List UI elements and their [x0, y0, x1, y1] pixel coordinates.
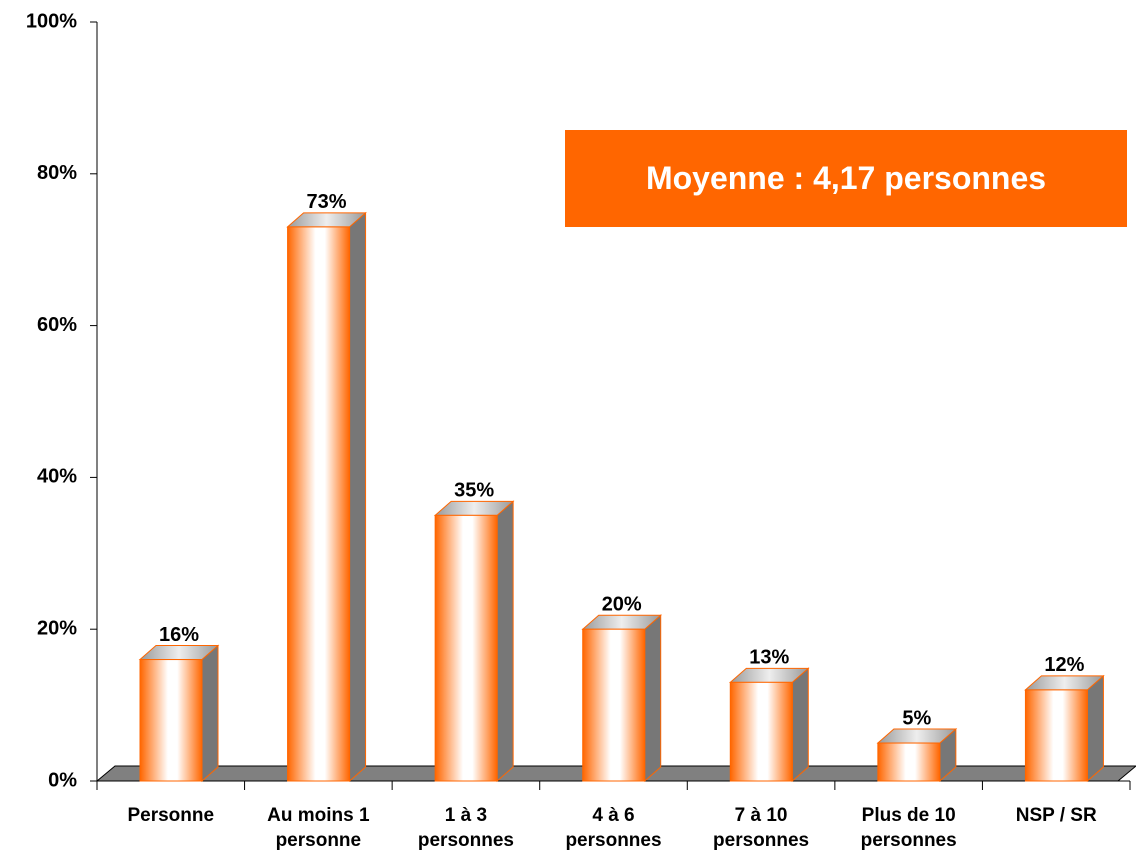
x-tick-label: 4 à 6 personnes	[565, 805, 662, 851]
bar-front	[1024, 689, 1088, 782]
bar-side	[644, 614, 662, 783]
y-tick-label: 100%	[26, 10, 77, 32]
bar-front	[729, 681, 793, 782]
value-label: 5%	[902, 707, 931, 729]
bar-side	[201, 644, 219, 783]
annotation: Moyenne : 4,17 personnes	[565, 130, 1127, 227]
bar-front	[582, 628, 646, 782]
bar-side	[349, 211, 367, 783]
bar-side	[496, 500, 514, 783]
bar-front	[287, 226, 351, 782]
value-label: 20%	[602, 593, 642, 615]
bar-side	[1086, 674, 1104, 783]
x-tick-label: Plus de 10 personnes	[860, 805, 957, 851]
y-tick-label: 80%	[37, 162, 77, 184]
x-tick-label: Personne	[127, 805, 215, 826]
x-tick-label: 1 à 3 personnes	[417, 805, 514, 851]
y-tick-label: 60%	[37, 314, 77, 336]
y-tick-label: 0%	[48, 769, 77, 791]
value-label: 35%	[454, 480, 494, 502]
bar	[728, 667, 810, 783]
bar	[876, 727, 958, 783]
bar	[138, 644, 220, 783]
x-tick-label: Au moins 1 personne	[267, 805, 370, 851]
bar	[433, 500, 515, 783]
bar-front	[139, 659, 203, 782]
bar	[1024, 674, 1105, 783]
bar-front	[434, 514, 498, 782]
y-tick-label: 20%	[37, 617, 77, 639]
bar-front	[877, 742, 941, 782]
x-tick-label: NSP / SR	[1015, 805, 1097, 826]
x-tick-label: 7 à 10 personnes	[713, 805, 810, 851]
bar	[286, 211, 367, 783]
bar	[581, 614, 663, 783]
value-label: 13%	[749, 647, 789, 669]
y-tick-label: 40%	[37, 466, 77, 488]
bar-side	[791, 667, 809, 783]
value-label: 73%	[307, 191, 347, 213]
value-label: 12%	[1044, 654, 1084, 676]
value-label: 16%	[159, 624, 199, 646]
